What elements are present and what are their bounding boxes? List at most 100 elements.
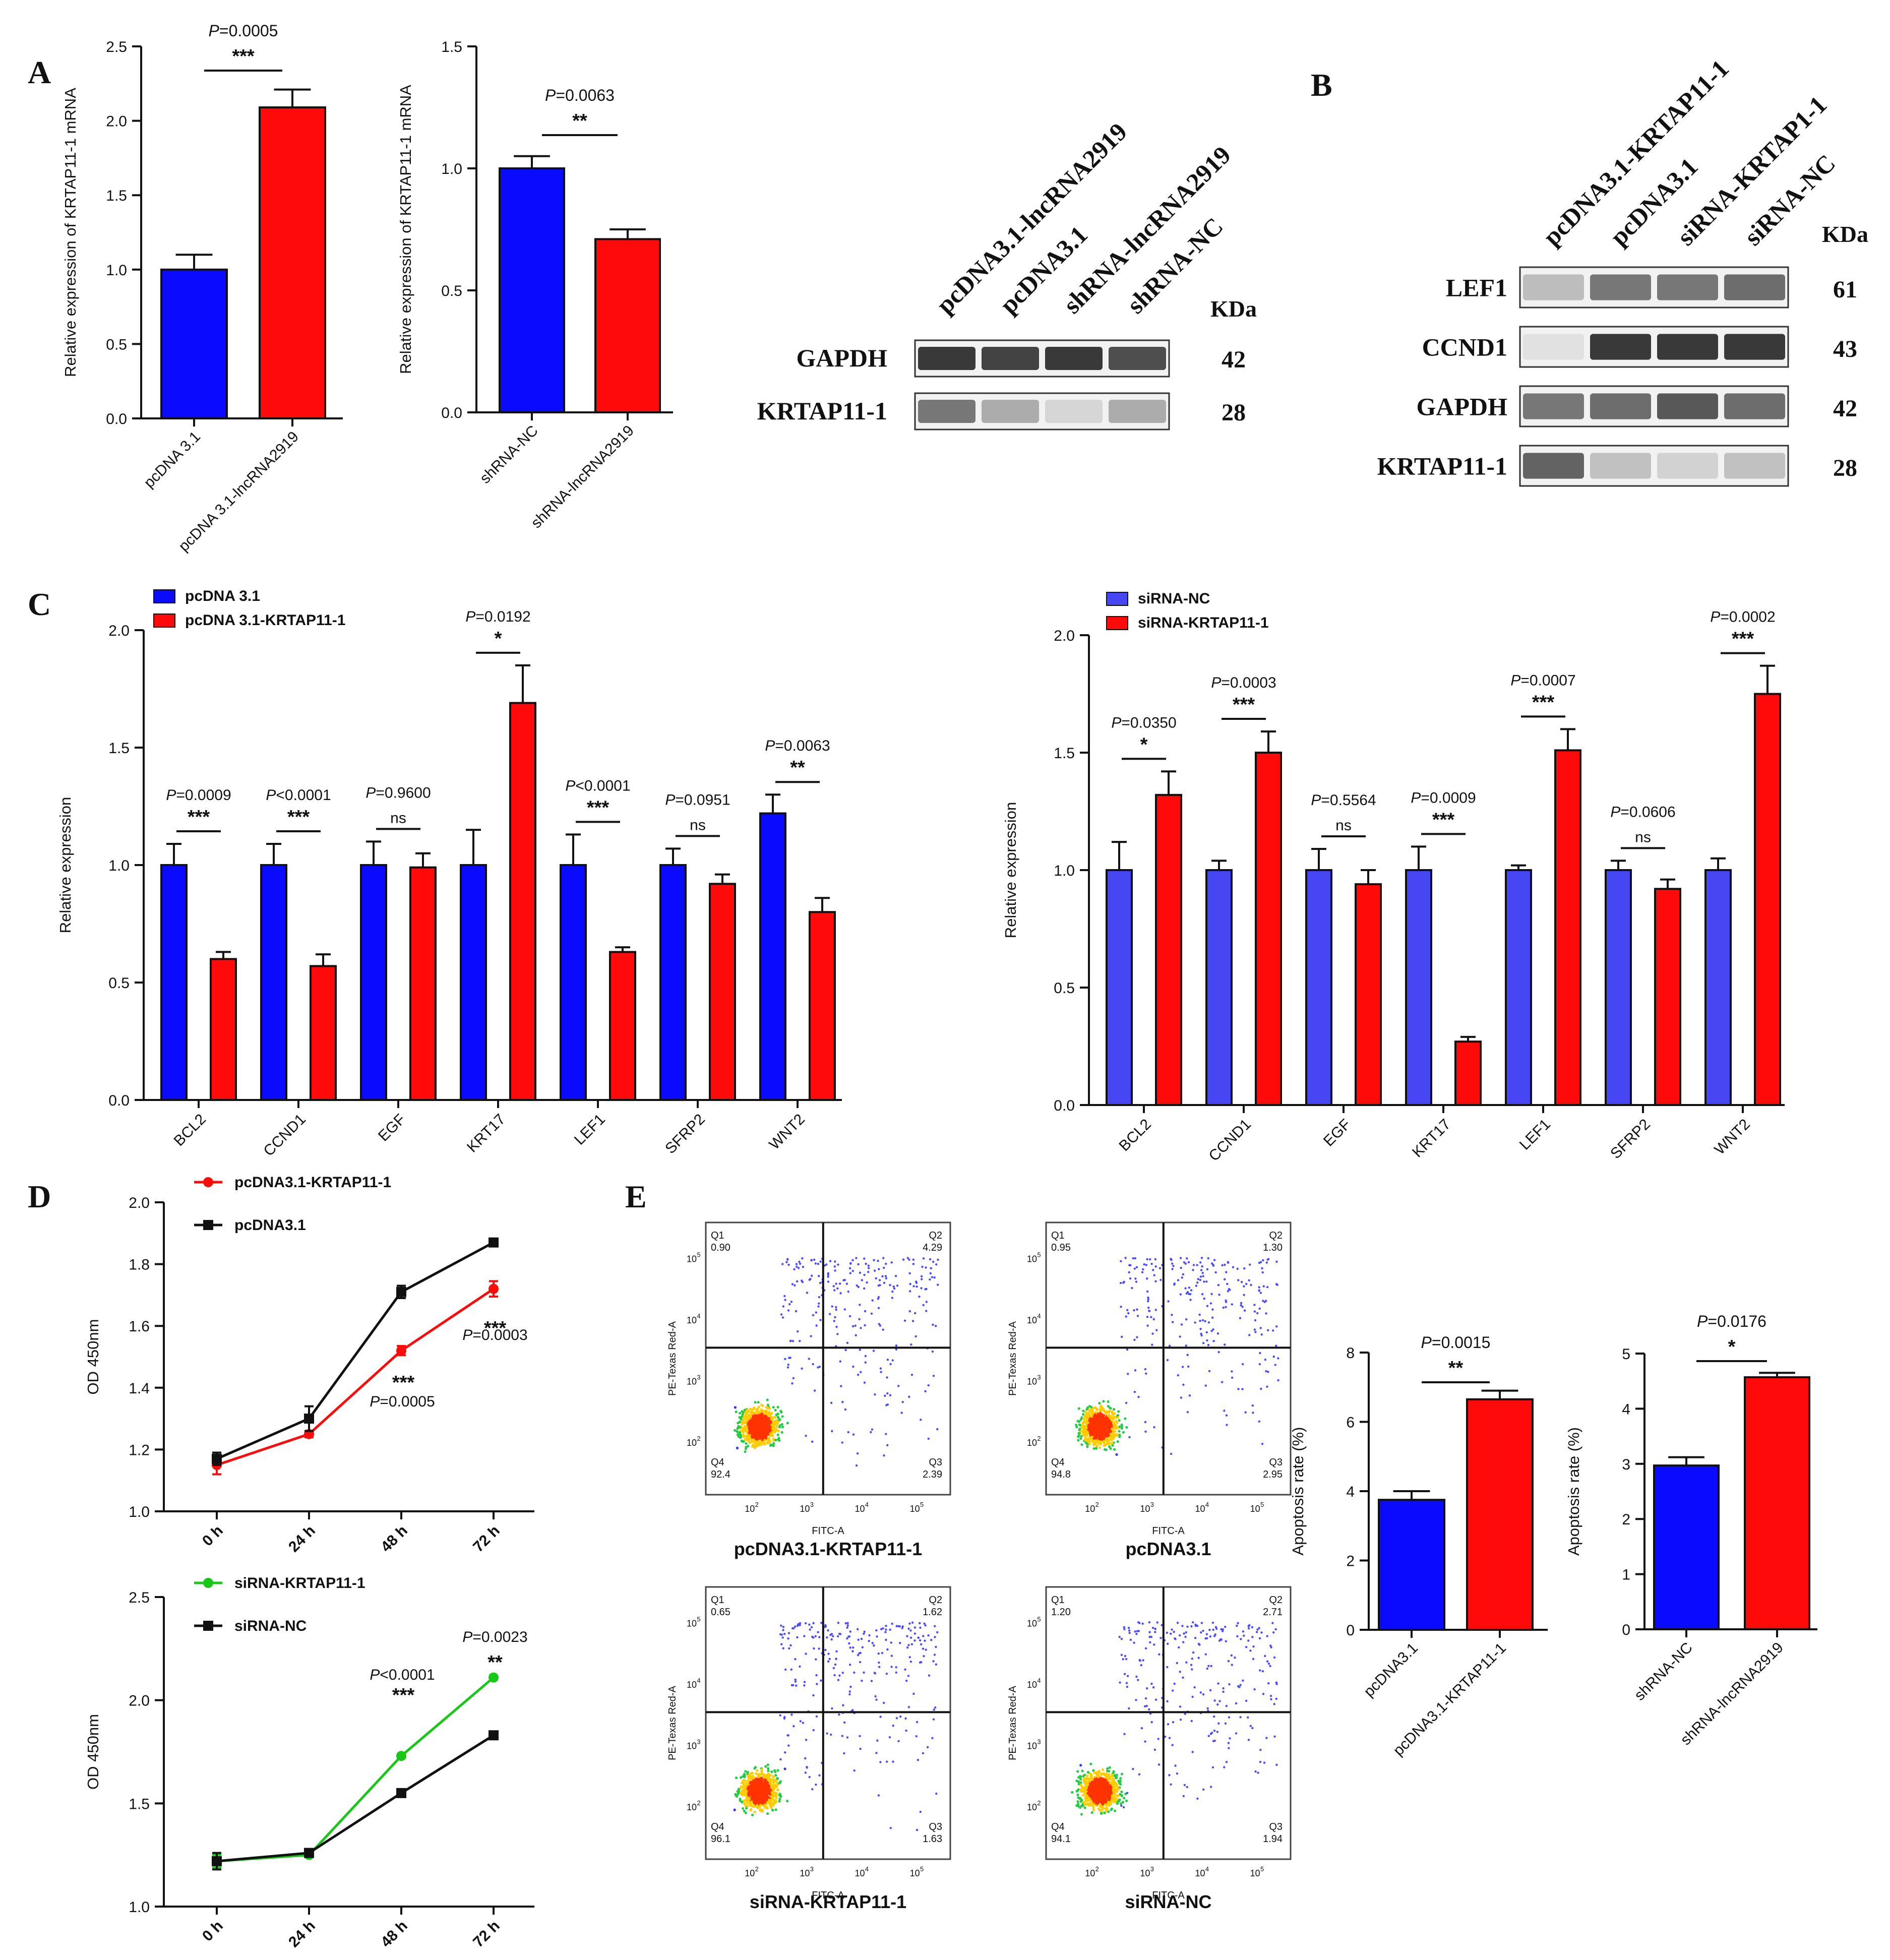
q1-value: 0.95 bbox=[1051, 1242, 1071, 1253]
y-tick-label: 1.5 bbox=[108, 740, 130, 757]
flow-event bbox=[1218, 1294, 1221, 1296]
flow-event bbox=[926, 1746, 929, 1748]
flow-event bbox=[1088, 1441, 1091, 1444]
kda-header: KDa bbox=[1822, 221, 1868, 247]
flow-event bbox=[833, 1265, 836, 1268]
flow-event bbox=[871, 1428, 874, 1431]
significance-label: ** bbox=[790, 757, 805, 778]
flow-event bbox=[915, 1735, 918, 1738]
flow-event bbox=[1106, 1767, 1109, 1770]
flow-event bbox=[1120, 1790, 1123, 1793]
flow-event bbox=[811, 1788, 814, 1791]
flow-event bbox=[1079, 1784, 1083, 1787]
flow-event bbox=[855, 1334, 857, 1336]
flow-event bbox=[757, 1793, 760, 1796]
flow-event bbox=[1136, 1336, 1138, 1338]
flow-event bbox=[863, 1273, 866, 1276]
p-value: =0.0063 bbox=[775, 738, 830, 754]
flow-event bbox=[894, 1274, 897, 1277]
flow-event bbox=[743, 1415, 746, 1419]
flow-event bbox=[778, 1800, 781, 1803]
flow-event bbox=[886, 1444, 889, 1446]
bar-KRT17-pcDNA 3.1-KRTAP11-1 bbox=[509, 702, 536, 1101]
flow-event bbox=[907, 1627, 910, 1630]
flow-event bbox=[1202, 1342, 1205, 1344]
flow-event bbox=[892, 1285, 895, 1288]
x-tick-exp: 4 bbox=[865, 1501, 869, 1508]
flow-event bbox=[931, 1276, 934, 1278]
flow-event bbox=[836, 1333, 839, 1335]
p-label: P bbox=[1710, 609, 1720, 626]
flow-event bbox=[764, 1435, 767, 1439]
flow-event bbox=[833, 1320, 835, 1322]
flow-event bbox=[768, 1782, 772, 1785]
flow-event bbox=[1194, 1321, 1196, 1324]
flow-event bbox=[1106, 1434, 1109, 1437]
flow-event bbox=[780, 1423, 783, 1426]
x-tick-label: 72 h bbox=[470, 1918, 503, 1951]
point-pcDNA3.1 bbox=[212, 1453, 222, 1464]
flow-event bbox=[770, 1770, 773, 1773]
flow-event bbox=[768, 1801, 771, 1804]
p-value: <0.0001 bbox=[380, 1667, 435, 1683]
flow-event bbox=[1241, 1388, 1244, 1390]
flow-event bbox=[1275, 1325, 1278, 1328]
flow-event bbox=[920, 1643, 923, 1646]
blot-band bbox=[1657, 274, 1718, 300]
flow-event bbox=[904, 1668, 906, 1671]
flow-event bbox=[924, 1624, 927, 1627]
flow-event bbox=[889, 1628, 891, 1631]
flow-event bbox=[753, 1439, 756, 1442]
flow-event bbox=[757, 1400, 760, 1404]
flow-event bbox=[835, 1650, 838, 1652]
flow-event bbox=[844, 1349, 847, 1352]
flow-event bbox=[747, 1444, 750, 1448]
flow-event bbox=[833, 1289, 836, 1292]
flow-event bbox=[786, 1258, 789, 1260]
flow-event bbox=[799, 1720, 802, 1723]
flow-event bbox=[774, 1784, 777, 1787]
q4-value: 92.4 bbox=[711, 1469, 730, 1480]
significance-stars: *** bbox=[484, 1318, 507, 1339]
flow-event bbox=[791, 1627, 794, 1630]
flow-event bbox=[815, 1658, 817, 1661]
y-tick-label: 4 bbox=[1346, 1484, 1355, 1500]
flow-event bbox=[1102, 1803, 1105, 1806]
flow-event bbox=[745, 1442, 748, 1445]
flow-event bbox=[859, 1349, 861, 1351]
flow-event bbox=[802, 1265, 805, 1268]
flow-event bbox=[751, 1424, 754, 1427]
kda-value: 28 bbox=[1833, 455, 1857, 481]
p-value-text: P=0.0063 bbox=[545, 86, 615, 104]
p-label: P bbox=[1697, 1312, 1708, 1330]
flow-event bbox=[1107, 1404, 1110, 1408]
flow-event bbox=[801, 1280, 804, 1283]
flow-event bbox=[927, 1437, 930, 1440]
flow-event bbox=[814, 1262, 817, 1265]
p-value-text: P<0.0001 bbox=[565, 777, 630, 794]
flow-event bbox=[776, 1405, 779, 1408]
flow-event bbox=[859, 1735, 861, 1738]
y-tick-label: 1.0 bbox=[129, 1504, 150, 1520]
flow-event bbox=[754, 1802, 757, 1805]
legend-marker bbox=[203, 1621, 213, 1631]
y-tick-exp: 5 bbox=[1037, 1251, 1041, 1258]
flow-event bbox=[852, 1433, 855, 1436]
flow-event bbox=[1196, 1264, 1198, 1266]
flow-event bbox=[1089, 1785, 1093, 1788]
flow-event bbox=[935, 1663, 938, 1666]
flow-event bbox=[1244, 1411, 1247, 1414]
flow-event bbox=[772, 1405, 775, 1409]
flow-event bbox=[1102, 1430, 1105, 1433]
flow-event bbox=[1116, 1433, 1119, 1436]
protein-label: LEF1 bbox=[1446, 274, 1507, 302]
flow-event bbox=[857, 1373, 860, 1376]
flow-event bbox=[830, 1401, 833, 1404]
flow-event bbox=[1086, 1445, 1089, 1448]
blot-band bbox=[918, 346, 976, 371]
bar-CCND1-siRNA-KRTAP11-1 bbox=[1255, 752, 1282, 1106]
flow-event bbox=[1201, 1271, 1204, 1274]
flow-event bbox=[909, 1636, 912, 1639]
significance-stars: *** bbox=[392, 1372, 415, 1393]
